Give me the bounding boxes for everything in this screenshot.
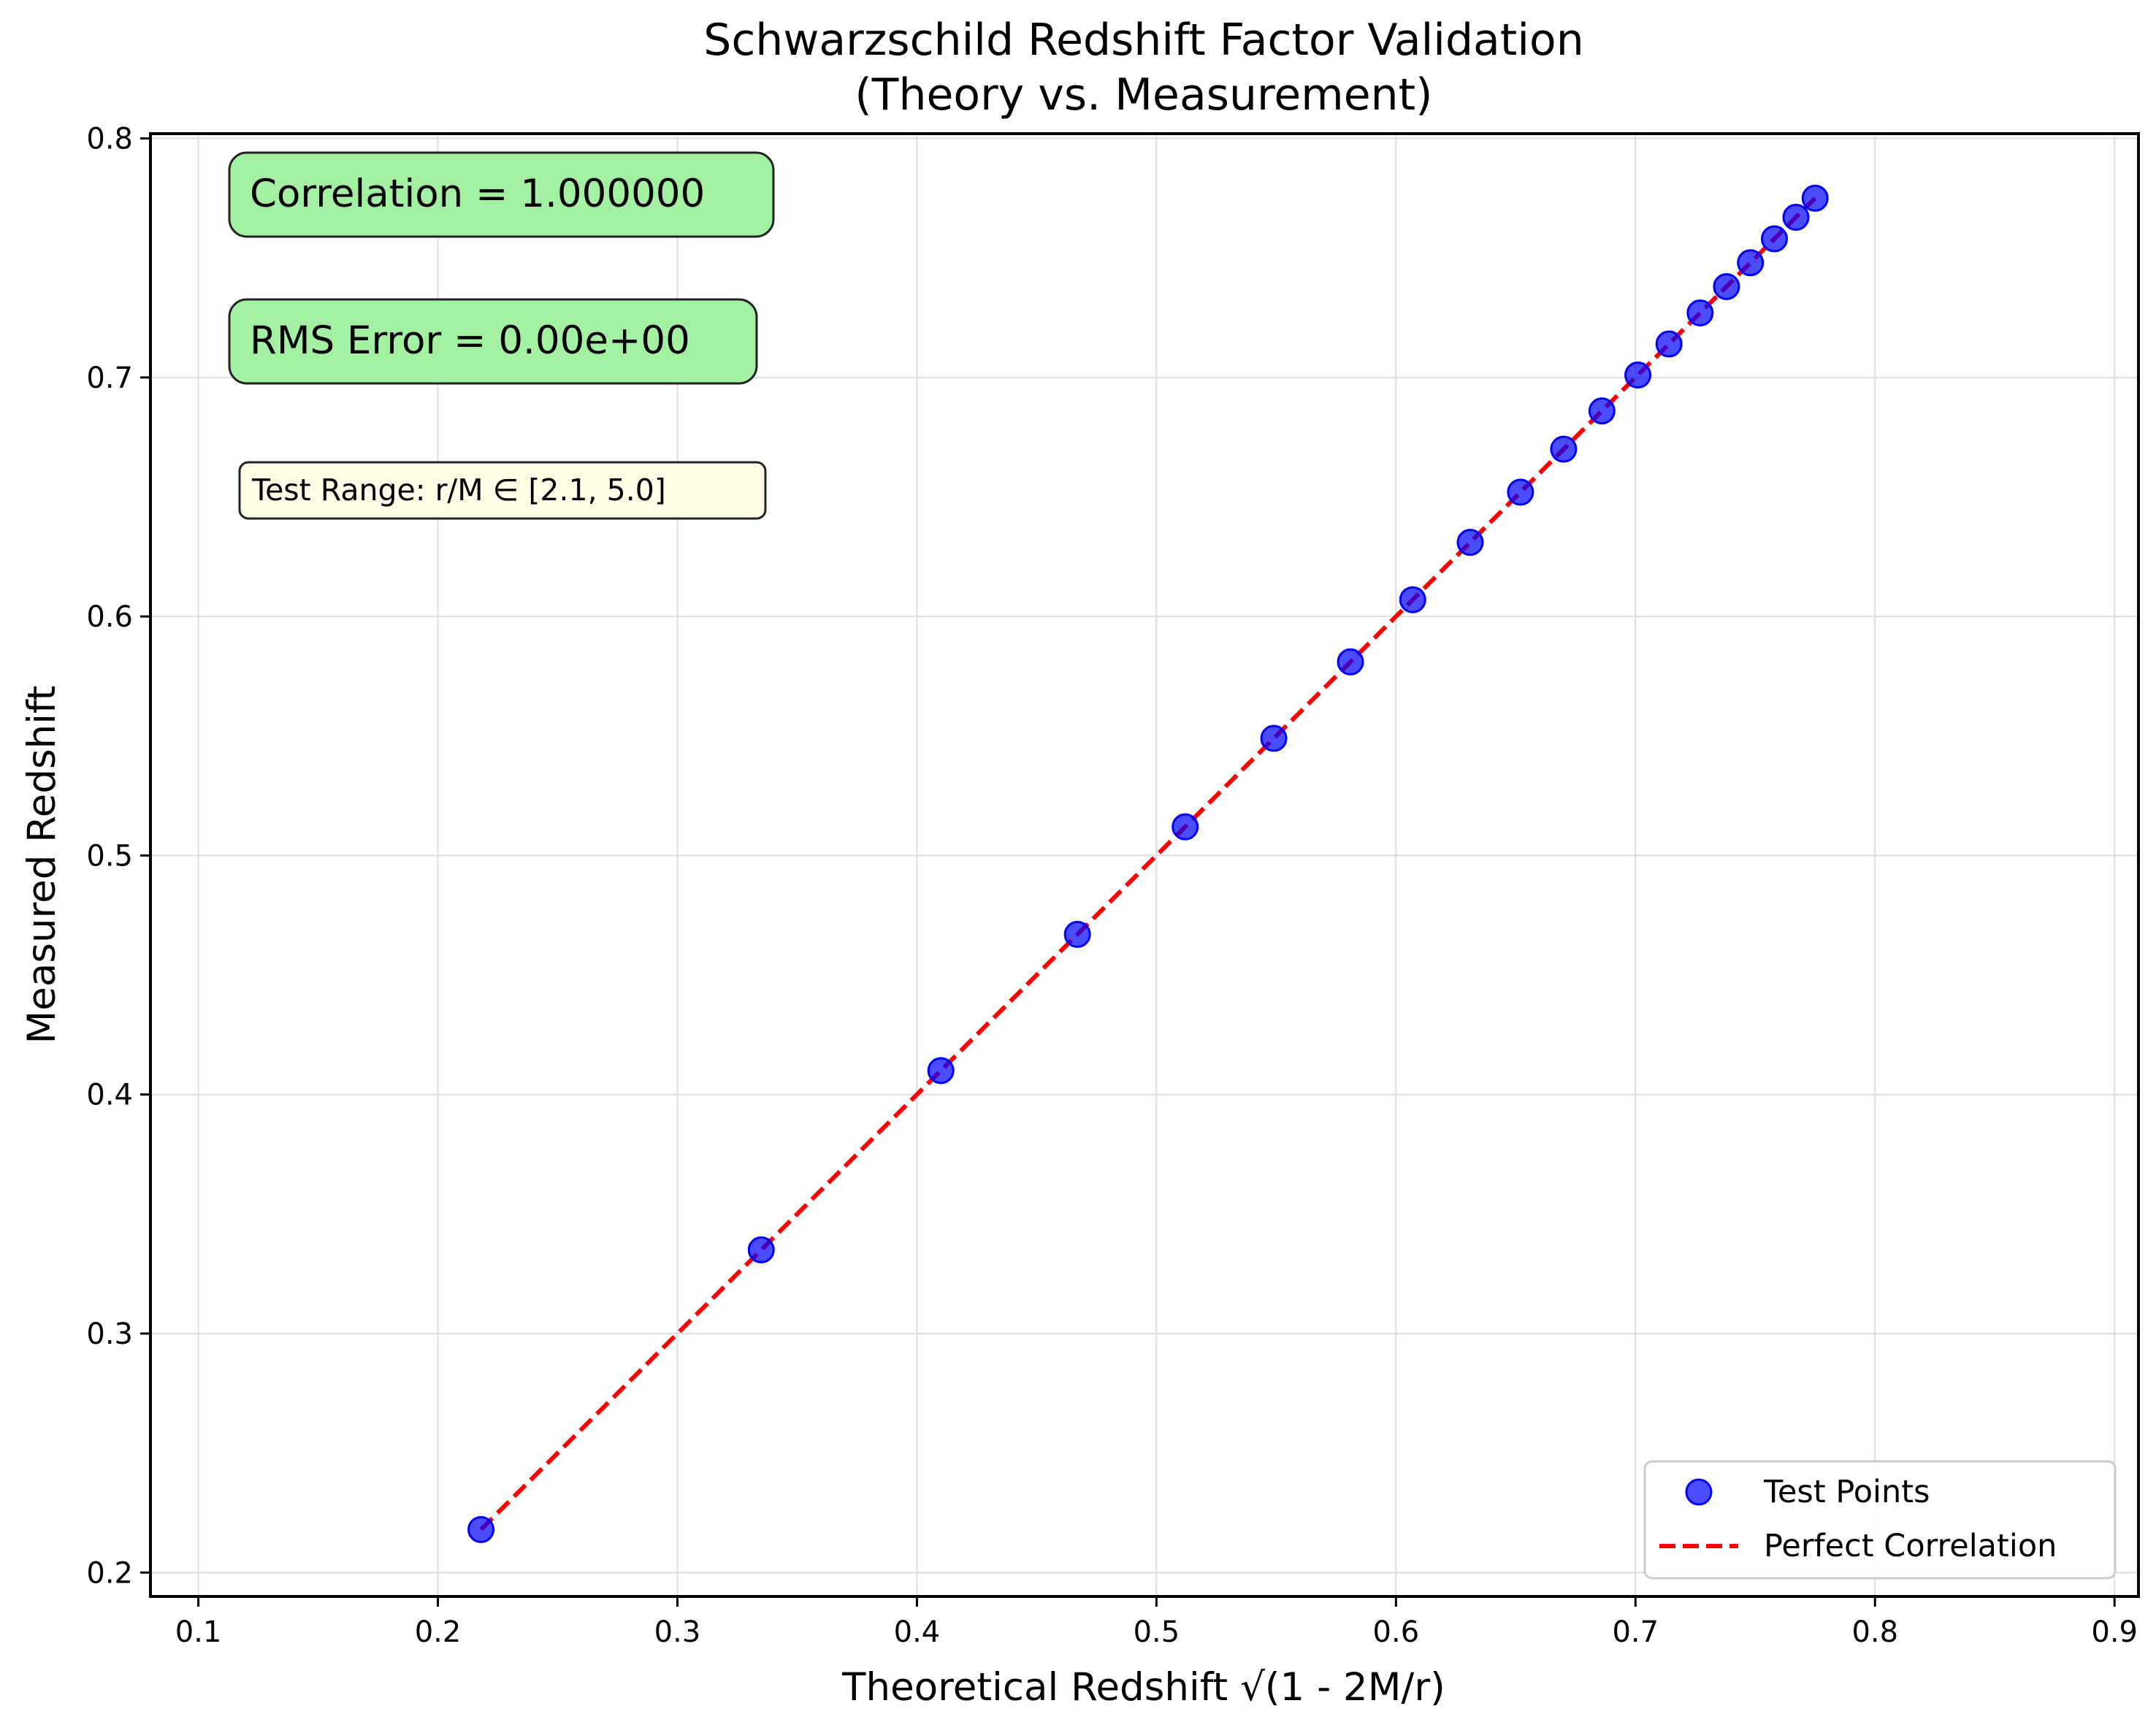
test-point bbox=[1686, 299, 1714, 326]
plot-area bbox=[467, 184, 1829, 1543]
legend-label-test-points: Test Points bbox=[1763, 1474, 1930, 1510]
test-point bbox=[1456, 529, 1484, 556]
y-tick-label: 0.5 bbox=[86, 839, 133, 873]
legend-label-perfect-correlation: Perfect Correlation bbox=[1764, 1528, 2057, 1564]
x-axis-label: Theoretical Redshift √(1 - 2M/r) bbox=[841, 1665, 1445, 1710]
x-tick-label: 0.7 bbox=[1612, 1615, 1659, 1649]
test-point bbox=[467, 1515, 495, 1543]
test-point bbox=[1399, 586, 1426, 613]
x-tick-label: 0.9 bbox=[2091, 1615, 2138, 1649]
test-point bbox=[1782, 204, 1810, 232]
test-point bbox=[1713, 272, 1740, 300]
y-tick-label: 0.2 bbox=[86, 1556, 133, 1590]
correlation-annotation: Correlation = 1.000000 bbox=[250, 172, 705, 216]
chart-title-line1: Schwarzschild Redshift Factor Validation bbox=[703, 15, 1584, 66]
test-point bbox=[1737, 249, 1765, 277]
test-point bbox=[1171, 813, 1199, 841]
legend-box bbox=[1643, 1460, 2117, 1580]
test-point bbox=[1655, 330, 1683, 358]
test-point bbox=[1260, 724, 1288, 752]
test-point bbox=[1588, 397, 1616, 425]
rms-annotation-box bbox=[228, 298, 758, 385]
annotations: Correlation = 1.000000 RMS Error = 0.00e… bbox=[228, 151, 775, 520]
x-tick-label: 0.4 bbox=[894, 1615, 941, 1649]
y-tick-label: 0.8 bbox=[86, 123, 133, 156]
x-tick-label: 0.5 bbox=[1134, 1615, 1180, 1649]
test-point bbox=[1063, 920, 1091, 948]
test-point bbox=[1801, 184, 1829, 212]
x-tick-label: 0.6 bbox=[1373, 1615, 1420, 1649]
test-point bbox=[1624, 362, 1652, 389]
y-axis-label: Measured Redshift bbox=[20, 686, 64, 1044]
chart-title-line2: (Theory vs. Measurement) bbox=[855, 69, 1432, 121]
plot-frame bbox=[149, 132, 2140, 1598]
x-tick-label: 0.1 bbox=[175, 1615, 222, 1649]
correlation-annotation-box bbox=[228, 151, 775, 238]
test-point bbox=[1550, 435, 1578, 463]
y-tick-label: 0.3 bbox=[86, 1317, 133, 1351]
test-point bbox=[1507, 478, 1534, 506]
test-point bbox=[747, 1236, 775, 1263]
legend-marker-test-points bbox=[1685, 1478, 1713, 1506]
test-range-annotation: Test Range: r/M ∈ [2.1, 5.0] bbox=[251, 473, 666, 508]
test-point bbox=[927, 1057, 955, 1085]
legend: Test Points Perfect Correlation bbox=[1643, 1460, 2117, 1580]
test-point bbox=[1761, 225, 1789, 253]
y-tick-label: 0.4 bbox=[86, 1079, 133, 1112]
y-tick-label: 0.7 bbox=[86, 362, 133, 395]
axis-ticks: 0.1 0.2 0.3 0.4 0.5 0.6 0.7 0.8 0.9 0.2 0.3 0.4 0.5 0… bbox=[86, 123, 2138, 1649]
x-tick-label: 0.3 bbox=[654, 1615, 701, 1649]
x-tick-label: 0.2 bbox=[415, 1615, 462, 1649]
y-tick-label: 0.6 bbox=[86, 600, 133, 634]
test-range-annotation-box bbox=[238, 461, 767, 520]
rms-annotation: RMS Error = 0.00e+00 bbox=[250, 318, 690, 363]
test-point bbox=[1337, 648, 1364, 676]
x-tick-label: 0.8 bbox=[1851, 1615, 1898, 1649]
